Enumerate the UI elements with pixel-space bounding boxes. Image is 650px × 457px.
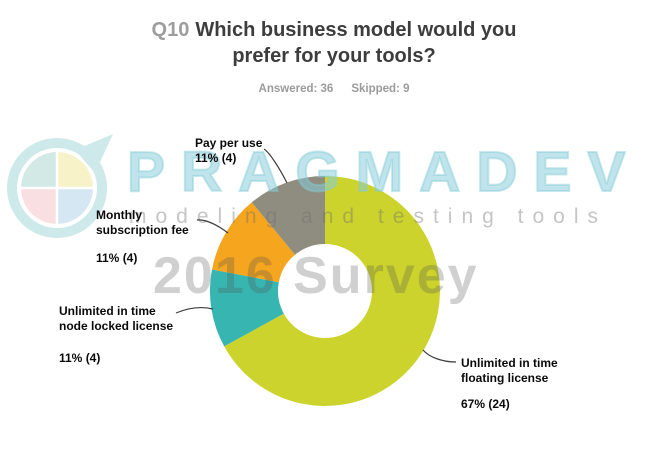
donut-slice-floating[interactable] [224, 176, 440, 406]
slice-label-node-locked: Unlimited in time node locked license 11… [59, 304, 173, 366]
donut-slices [209, 176, 440, 406]
slice-label-floating-license: Unlimited in time floating license 67% (… [461, 356, 558, 412]
slice-label-text: floating license [461, 370, 549, 385]
response-stats: Answered: 36 Skipped: 9 [18, 83, 650, 95]
slice-label-text: Pay per use [195, 136, 263, 150]
slice-label-text: Unlimited in time [461, 356, 558, 370]
slice-label-text: Unlimited in time [59, 304, 156, 318]
donut-slice-monthly[interactable] [212, 202, 295, 283]
donut-slice-pay-per-use[interactable] [251, 176, 325, 255]
slice-value: 11% (4) [195, 150, 237, 165]
question-text: Which business model would you prefer fo… [195, 19, 517, 67]
slice-label-text: subscription fee [96, 222, 189, 237]
slice-value: 11% (4) [96, 251, 138, 265]
donut-slice-node-locked[interactable] [209, 269, 284, 347]
answered-count: Answered: 36 [258, 83, 334, 95]
slice-label-text: Monthly [96, 208, 142, 222]
slice-label-pay-per-use: Pay per use 11% (4) [195, 136, 262, 165]
slice-label-monthly-subscription: Monthly subscription fee 11% (4) [96, 208, 189, 266]
slice-value: 67% (24) [461, 397, 510, 411]
question-number: Q10 [151, 19, 190, 41]
slice-label-text: node locked license [59, 318, 174, 333]
slice-value: 11% (4) [59, 351, 101, 365]
page-title: Q10 Which business model would you prefer… [134, 17, 534, 69]
skipped-count: Skipped: 9 [351, 83, 410, 95]
